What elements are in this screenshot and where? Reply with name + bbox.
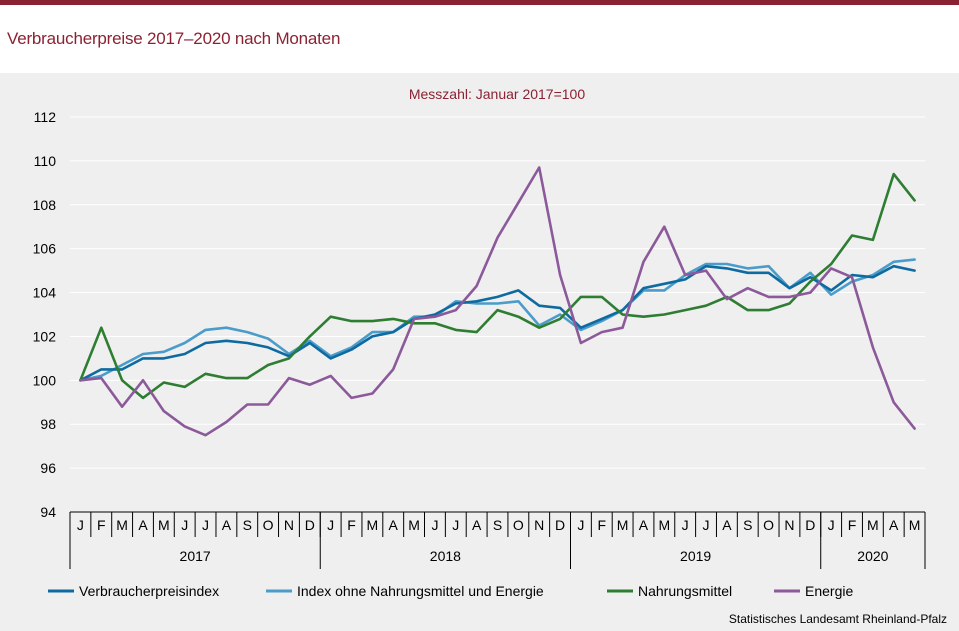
month-label: M [658, 517, 670, 533]
page-title: Verbraucherpreise 2017–2020 nach Monaten [7, 29, 341, 48]
month-label: J [682, 517, 689, 533]
y-tick-label: 106 [33, 241, 57, 257]
y-tick-label: 108 [33, 197, 57, 213]
month-label: M [408, 517, 420, 533]
month-label: J [77, 517, 84, 533]
series-line-1 [79, 258, 916, 382]
year-label: 2019 [680, 548, 711, 564]
y-tick-label: 102 [33, 328, 57, 344]
y-axis: 94 96 98 100 102 104 106 108 110 112 [33, 109, 57, 520]
month-label: J [828, 517, 835, 533]
month-label: N [534, 517, 544, 533]
year-label: 2017 [180, 548, 211, 564]
y-tick-label: 94 [40, 504, 56, 520]
month-label: M [617, 517, 629, 533]
month-label: N [784, 517, 794, 533]
legend-label-2: Nahrungsmittel [638, 583, 732, 599]
chart-panel: Messzahl: Januar 2017=100 94 96 98 100 102 10… [0, 73, 959, 631]
y-tick-label: 112 [34, 109, 57, 125]
month-label: A [222, 517, 232, 533]
series-line-3 [79, 166, 916, 437]
month-label: J [703, 517, 710, 533]
month-label: M [367, 517, 379, 533]
month-label: M [909, 517, 921, 533]
month-label: M [158, 517, 170, 533]
month-label: J [431, 517, 438, 533]
month-label: A [722, 517, 732, 533]
month-label: F [848, 517, 857, 533]
month-label: S [243, 517, 252, 533]
month-label: D [305, 517, 315, 533]
month-label: A [889, 517, 899, 533]
line-chart: Messzahl: Januar 2017=100 94 96 98 100 102 10… [33, 86, 947, 626]
grid-lines [70, 116, 925, 469]
month-label: A [389, 517, 399, 533]
header: Verbraucherpreise 2017–2020 nach Monaten [0, 5, 959, 73]
month-label: A [639, 517, 649, 533]
month-label: J [202, 517, 209, 533]
source-note: Statistisches Landesamt Rheinland-Pfalz [729, 612, 947, 626]
chart-subtitle: Messzahl: Januar 2017=100 [409, 86, 585, 102]
month-label: J [327, 517, 334, 533]
month-label: O [513, 517, 524, 533]
series-line-0 [79, 264, 916, 382]
series-lines [79, 166, 916, 437]
year-label: 2018 [430, 548, 461, 564]
legend-label-1: Index ohne Nahrungsmittel und Energie [297, 583, 544, 599]
month-label: F [347, 517, 356, 533]
month-label: A [138, 517, 148, 533]
month-label: S [743, 517, 752, 533]
y-tick-label: 104 [33, 285, 57, 301]
y-tick-label: 110 [34, 153, 57, 169]
month-label: N [284, 517, 294, 533]
legend: Verbraucherpreisindex Index ohne Nahrungs… [48, 583, 853, 599]
month-label: J [452, 517, 459, 533]
month-label: F [597, 517, 606, 533]
month-label: D [555, 517, 565, 533]
y-tick-label: 100 [33, 372, 57, 388]
legend-label-0: Verbraucherpreisindex [79, 583, 219, 599]
month-label: O [263, 517, 274, 533]
month-label: S [493, 517, 502, 533]
month-label: D [805, 517, 815, 533]
y-tick-label: 96 [40, 460, 56, 476]
month-label: M [116, 517, 128, 533]
month-label: O [763, 517, 774, 533]
month-label: F [97, 517, 106, 533]
top-accent-bar [0, 0, 959, 5]
year-label: 2020 [857, 548, 888, 564]
legend-label-3: Energie [805, 583, 853, 599]
month-label: J [577, 517, 584, 533]
month-label: M [867, 517, 879, 533]
month-label: A [472, 517, 482, 533]
series-line-2 [79, 172, 916, 400]
y-tick-label: 98 [40, 416, 56, 432]
month-label: J [181, 517, 188, 533]
